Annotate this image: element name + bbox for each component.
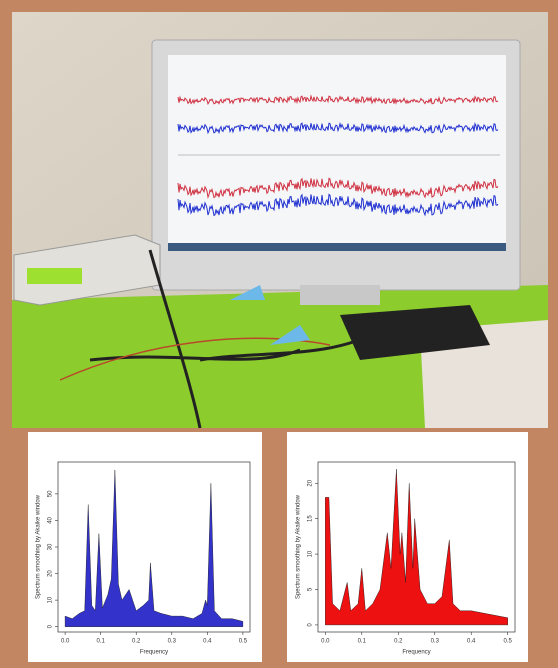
x-axis-label: Frequency <box>402 650 430 656</box>
x-tick-label: 0.1 <box>96 639 105 645</box>
x-tick-label: 0.5 <box>239 639 248 645</box>
y-tick-label: 15 <box>308 515 314 522</box>
x-axis-label: Frequency <box>140 650 168 656</box>
x-tick-label: 0.0 <box>321 639 330 645</box>
y-tick-label: 0 <box>308 623 314 627</box>
x-tick-label: 0.2 <box>394 639 403 645</box>
left-panel <box>28 432 262 662</box>
x-tick-label: 0.1 <box>358 639 367 645</box>
x-tick-label: 0.3 <box>431 639 440 645</box>
y-tick-label: 0 <box>48 624 54 628</box>
screen-trace <box>177 94 499 106</box>
y-tick-label: 40 <box>48 516 54 523</box>
spectrum-area <box>325 469 508 626</box>
x-tick-label: 0.4 <box>203 639 212 645</box>
generator-display <box>27 268 82 284</box>
y-tick-label: 20 <box>48 570 54 577</box>
screen-trace <box>177 177 499 199</box>
y-tick-label: 5 <box>308 587 314 591</box>
y-axis-label: Spectrum smoothing by Akaike window <box>36 494 42 599</box>
y-tick-label: 20 <box>308 479 314 486</box>
y-axis-label: Spectrum smoothing by Akaike window <box>296 494 302 599</box>
x-tick-label: 0.0 <box>61 639 70 645</box>
usb-scope <box>340 305 490 360</box>
x-tick-label: 0.4 <box>467 639 476 645</box>
y-tick-label: 30 <box>48 543 54 550</box>
screen <box>168 55 506 250</box>
traces <box>177 94 500 217</box>
screen-trace <box>177 121 499 135</box>
spectrum-area <box>64 469 244 627</box>
photo <box>12 12 548 429</box>
clips <box>230 285 310 345</box>
x-tick-label: 0.2 <box>132 639 141 645</box>
screen-trace <box>177 193 499 217</box>
y-tick-label: 50 <box>48 490 54 497</box>
monitor-stand <box>300 285 380 305</box>
x-tick-label: 0.5 <box>504 639 513 645</box>
y-tick-label: 10 <box>308 550 314 557</box>
plot-frame <box>317 461 516 633</box>
x-tick-label: 0.3 <box>168 639 177 645</box>
taskbar <box>168 243 506 251</box>
y-tick-label: 10 <box>48 596 54 603</box>
